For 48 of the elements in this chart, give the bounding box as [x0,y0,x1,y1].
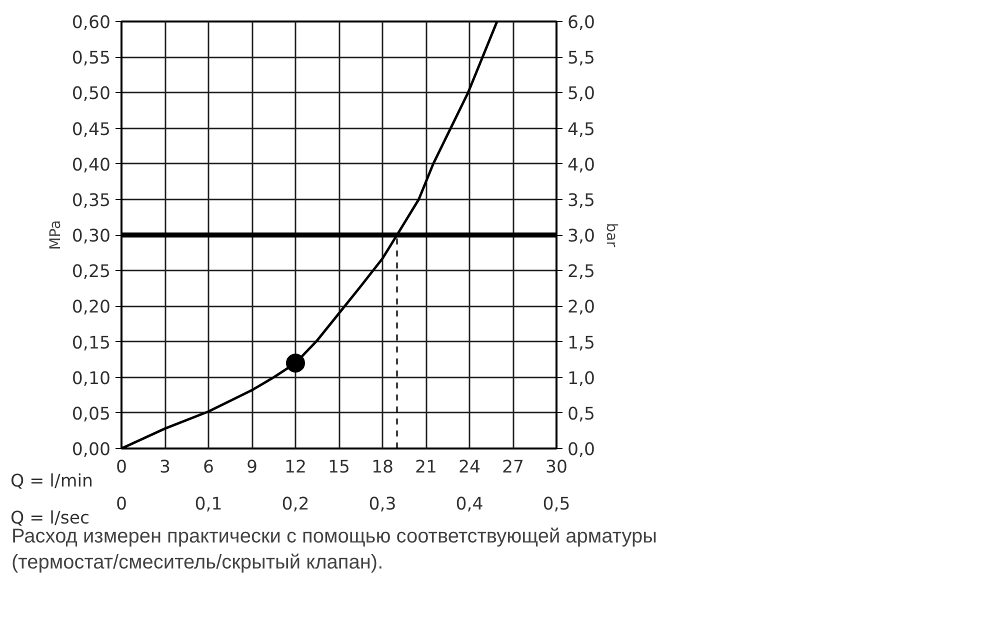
y2-axis-title: bar [603,222,620,248]
y2-tick-label: 1,5 [568,333,596,354]
y2-tick-label: 1,0 [568,368,596,389]
y-tick-label: 0,10 [72,368,111,389]
y-tick-label: 0,15 [72,333,111,354]
y2-tick-label: 5,0 [568,84,596,104]
x-tick-label: 15 [328,458,350,478]
y2-tick-label: 3,0 [568,226,596,246]
x2-tick-label: 0,5 [542,494,570,514]
y-tick-label: 0,20 [72,298,111,318]
x2-tick-label: 0,2 [282,494,310,514]
y-axis-title: MPa [46,220,64,250]
x-tick-label: 30 [545,458,568,478]
x2-tick-label: 0,1 [194,494,222,514]
x-axis-title: Q = l/min [10,472,94,492]
y-tick-label: 0,40 [72,155,111,176]
y-tick-label: 0,50 [72,84,111,104]
y-tick-label: 0,60 [72,13,111,33]
x-tick-label: 0 [116,458,128,478]
x-tick-label: 12 [284,458,307,478]
x-tick-label: 27 [502,458,524,478]
x-tick-label: 21 [414,458,438,478]
y2-tick-label: 0,0 [568,440,596,460]
y2-tick-label: 4,0 [568,155,596,176]
y-tick-label: 0,55 [72,48,111,69]
y-tick-label: 0,30 [72,226,111,246]
y2-tick-label: 6,0 [568,13,596,33]
x2-tick-label: 0 [116,494,128,514]
x2-tick-label: 0,4 [456,494,484,514]
y-tick-label: 0,25 [72,262,111,282]
y2-tick-label: 0,5 [568,404,596,424]
x-tick-label: 3 [159,458,171,478]
y-tick-label: 0,35 [72,190,111,211]
x-tick-label: 24 [458,458,481,478]
x-tick-label: 9 [246,458,258,478]
x2-tick-label: 0,3 [368,494,396,514]
x-tick-label: 6 [202,458,214,478]
x2-axis-title: Q = l/sec [10,508,90,528]
y-tick-label: 0,05 [72,404,111,424]
y2-tick-label: 2,5 [568,262,596,282]
y-tick-label: 0,45 [72,120,111,140]
y-tick-label: 0,00 [72,440,111,460]
x-tick-label: 18 [371,458,394,478]
text: Расход измерен практически с помощью соответствующей арматуры (термостат/смеситель/скрытый клапан). [12,526,658,574]
y2-tick-label: 2,0 [568,298,596,318]
y2-tick-label: 5,5 [568,48,596,69]
y2-tick-label: 3,5 [568,190,596,211]
y2-tick-label: 4,5 [568,120,596,140]
